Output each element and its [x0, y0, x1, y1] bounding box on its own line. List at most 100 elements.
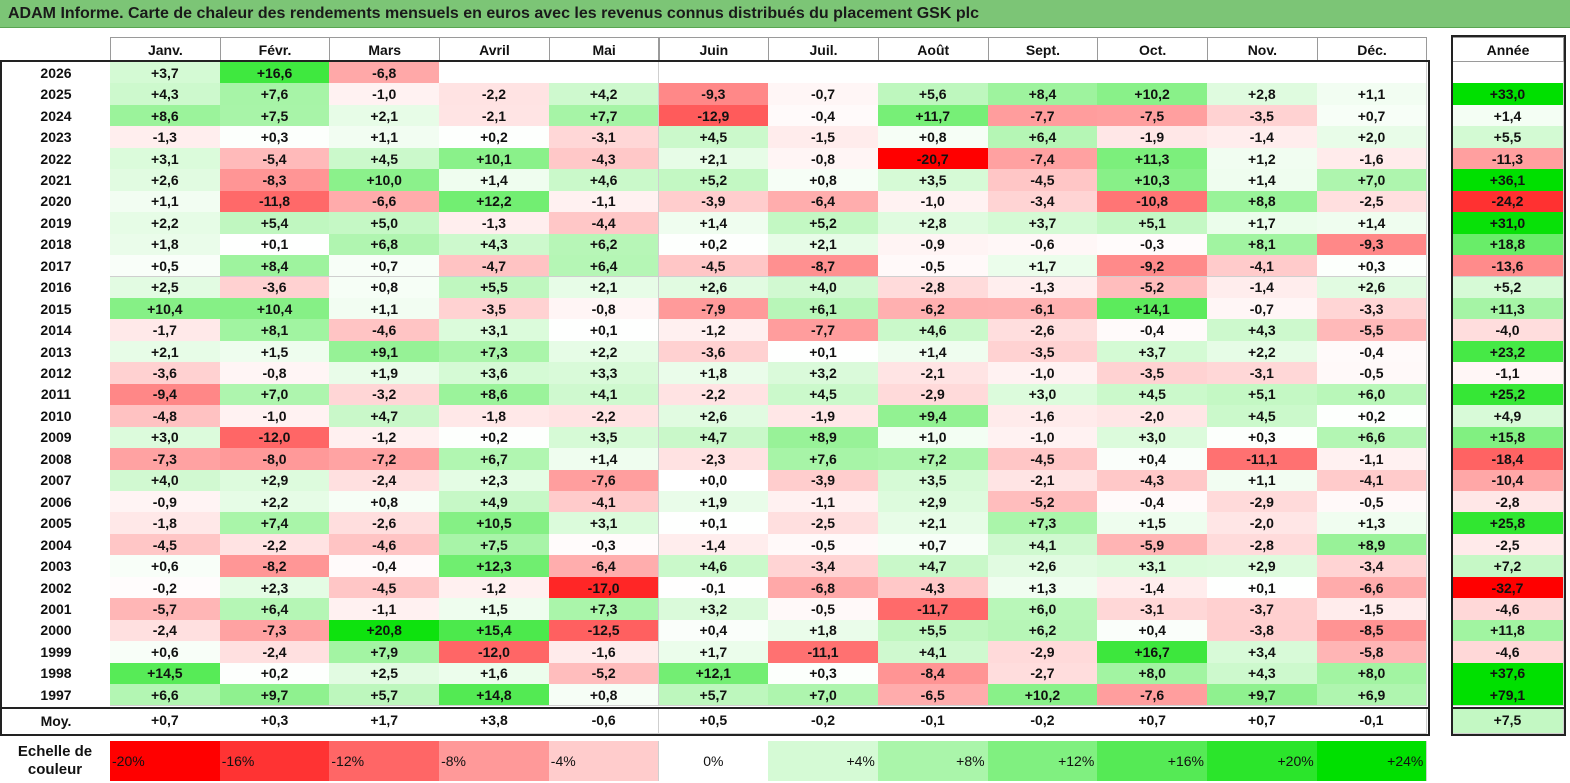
annual-cell: -2,8 — [1452, 491, 1564, 514]
color-scale-step: -20% — [110, 741, 221, 781]
heatmap-cell: +6,2 — [548, 233, 660, 257]
heatmap-cell: -3,5 — [1207, 104, 1318, 128]
heatmap-cell: -2,0 — [1097, 405, 1208, 428]
heatmap-cell: -3,5 — [439, 297, 550, 321]
heatmap-cell: -0,9 — [110, 491, 221, 514]
heatmap-cell: -4,5 — [987, 169, 1099, 192]
annual-header: Année — [1452, 37, 1564, 62]
heatmap-cell: -0,9 — [877, 233, 989, 257]
annual-cell: -32,7 — [1452, 576, 1564, 600]
year-label: 2010 — [2, 405, 110, 427]
heatmap-cell: +3,0 — [987, 383, 1099, 407]
average-separator — [0, 706, 1431, 709]
heatmap-cell: +14,5 — [110, 662, 221, 686]
heatmap-cell: -1,0 — [219, 405, 331, 428]
heatmap-cell: -8,4 — [877, 662, 989, 686]
heatmap-cell: +0,5 — [110, 255, 221, 278]
heatmap-cell: +3,3 — [548, 362, 660, 385]
heatmap-cell: +4,3 — [110, 83, 221, 106]
heatmap-cell: -12,0 — [219, 426, 331, 450]
heatmap-cell: +2,8 — [1207, 83, 1318, 106]
heatmap-cell: +8,4 — [219, 255, 331, 278]
heatmap-cell: -0,6 — [987, 233, 1099, 257]
annual-cell — [1452, 62, 1564, 85]
heatmap-cell: -6,6 — [1316, 576, 1428, 600]
heatmap-cell: +1,4 — [658, 212, 770, 235]
heatmap-cell: +3,1 — [110, 147, 221, 171]
heatmap-cell: -4,1 — [548, 491, 660, 514]
heatmap-cell: -1,4 — [658, 533, 770, 557]
heatmap-cell: -3,2 — [329, 383, 441, 407]
heatmap-cell: +2,6 — [658, 276, 770, 299]
heatmap-cell: +2,5 — [329, 662, 441, 686]
heatmap-cell — [768, 62, 879, 85]
heatmap-cell: -9,3 — [1316, 233, 1428, 257]
heatmap-cell: +8,0 — [1316, 662, 1428, 686]
year-label: 2022 — [2, 147, 110, 170]
heatmap-cell: -1,2 — [329, 426, 441, 450]
annual-cell: +18,8 — [1452, 233, 1564, 257]
heatmap-cell: +0,6 — [110, 641, 221, 664]
heatmap-cell: +10,3 — [1097, 169, 1208, 192]
year-label: 2009 — [2, 426, 110, 449]
heatmap-cell: -6,5 — [877, 684, 989, 707]
year-label: 2003 — [2, 555, 110, 577]
heatmap-cell: +7,5 — [219, 104, 331, 128]
heatmap-cell: +8,4 — [987, 83, 1099, 106]
heatmap-cell: -1,4 — [1207, 126, 1318, 149]
heatmap-cell: -5,2 — [987, 491, 1099, 514]
heatmap-cell: +9,4 — [877, 405, 989, 428]
heatmap-cell: +7,4 — [219, 512, 331, 535]
heatmap-cell: -20,7 — [877, 147, 989, 171]
heatmap-cell: -0,5 — [877, 255, 989, 278]
heatmap-cell: -3,7 — [1207, 598, 1318, 621]
heatmap-cell: +6,4 — [548, 255, 660, 278]
heatmap-cell: -8,7 — [768, 255, 879, 278]
heatmap-cell: -2,1 — [877, 362, 989, 385]
heatmap-cell: +4,7 — [877, 555, 989, 578]
heatmap-cell: +10,0 — [329, 169, 441, 192]
month-header: Août — [877, 37, 989, 62]
heatmap-cell: +9,7 — [219, 684, 331, 707]
heatmap-cell: +4,6 — [877, 319, 989, 342]
heatmap-cell: -6,8 — [329, 62, 441, 85]
heatmap-cell: +4,6 — [658, 555, 770, 578]
heatmap-cell: +1,5 — [1097, 512, 1208, 535]
heatmap-cell: +4,7 — [329, 405, 441, 428]
heatmap-cell: +7,2 — [877, 448, 989, 471]
heatmap-cell: +0,8 — [329, 276, 441, 299]
heatmap-cell: +4,1 — [987, 533, 1099, 557]
heatmap-cell: +0,2 — [439, 426, 550, 450]
month-header: Mai — [548, 37, 660, 62]
heatmap-cell: -1,3 — [987, 276, 1099, 299]
heatmap-cell: +1,1 — [329, 126, 441, 149]
heatmap-cell: -4,3 — [1097, 469, 1208, 492]
heatmap-cell: -7,9 — [658, 297, 770, 321]
heatmap-cell — [548, 62, 660, 85]
heatmap-cell: -7,4 — [987, 147, 1099, 171]
heatmap-cell: -0,7 — [1207, 297, 1318, 321]
heatmap-cell: +1,4 — [548, 448, 660, 471]
heatmap-cell: -4,5 — [987, 448, 1099, 471]
heatmap-cell: -1,3 — [439, 212, 550, 235]
heatmap-cell: +1,4 — [877, 340, 989, 364]
heatmap-cell: +3,5 — [877, 469, 989, 492]
heatmap-cell: -8,3 — [219, 169, 331, 192]
heatmap-cell: +11,3 — [1097, 147, 1208, 171]
heatmap-cell: +0,6 — [110, 555, 221, 578]
heatmap-cell: -0,2 — [110, 576, 221, 600]
heatmap-cell: +1,1 — [1207, 469, 1318, 492]
heatmap-cell: -0,5 — [768, 533, 879, 557]
year-label: 2017 — [2, 255, 110, 277]
heatmap-cell: +9,1 — [329, 340, 441, 364]
heatmap-cell: +0,1 — [1207, 576, 1318, 600]
heatmap-cell: -6,4 — [548, 555, 660, 578]
year-label: 2000 — [2, 619, 110, 642]
year-label: 2011 — [2, 383, 110, 406]
average-cell: -0,2 — [987, 707, 1099, 734]
year-label: 2007 — [2, 469, 110, 491]
heatmap-cell: -0,3 — [548, 533, 660, 557]
heatmap-cell: +2,6 — [987, 555, 1099, 578]
heatmap-cell: -2,1 — [987, 469, 1099, 492]
heatmap-cell: +10,5 — [439, 512, 550, 535]
